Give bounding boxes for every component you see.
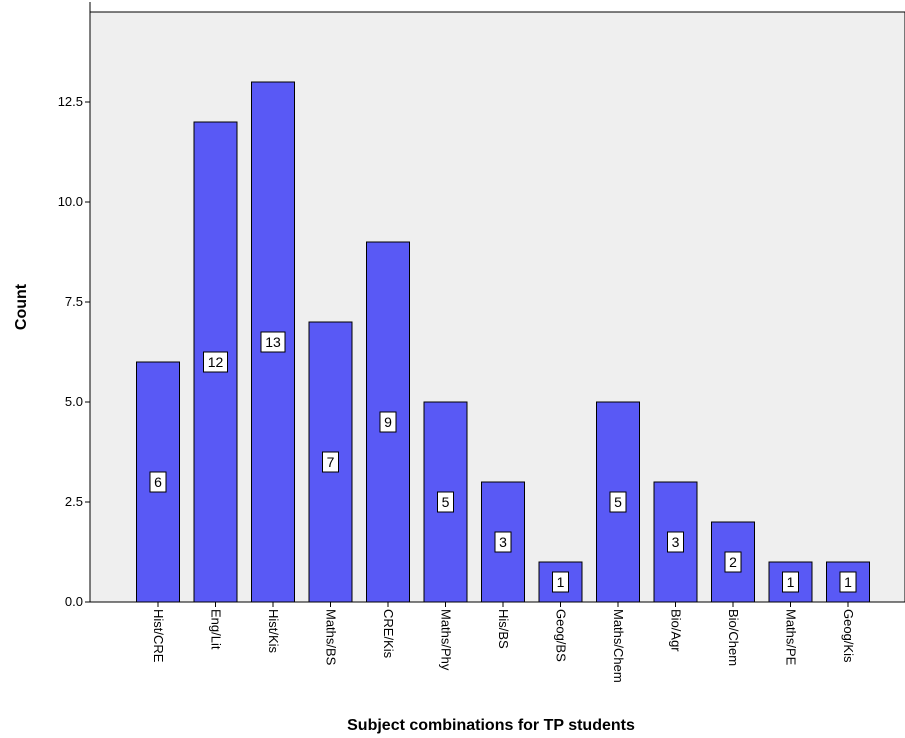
- data-label: 13: [265, 334, 281, 350]
- data-label: 5: [614, 494, 622, 510]
- y-tick-label: 2.5: [65, 494, 83, 509]
- data-label-box: [552, 571, 569, 593]
- y-tick-label: 5.0: [65, 394, 83, 409]
- y-tick-label: 7.5: [65, 294, 83, 309]
- x-tick-label: His/BS: [496, 609, 511, 649]
- x-tick-label: Hist/Kis: [266, 609, 281, 654]
- data-label-box: [782, 571, 799, 593]
- data-label: 1: [844, 574, 852, 590]
- data-label-box: [724, 551, 742, 573]
- bars-layer: 6 12 13 7 9 5 3 1 5 3 2 1 1: [136, 81, 870, 603]
- data-label-box: [260, 331, 286, 353]
- y-tick-label: 12.5: [58, 94, 83, 109]
- x-tick-label: Maths/PE: [784, 609, 799, 666]
- data-label: 1: [557, 574, 565, 590]
- x-tick-label: Hist/CRE: [151, 609, 166, 663]
- data-label-box: [494, 531, 512, 553]
- data-label-box: [839, 571, 857, 593]
- data-label: 7: [327, 454, 335, 470]
- y-axis: 0.0 2.5 5.0 7.5 10.0 12.5: [58, 2, 91, 609]
- x-tick-label: CRE/Kis: [381, 609, 396, 659]
- data-label-box: [609, 491, 627, 513]
- x-tick-label: Bio/Chem: [726, 609, 741, 666]
- x-tick-label: Eng/Lit: [209, 609, 224, 650]
- x-tick-label: Bio/Agr: [669, 609, 684, 652]
- data-label: 1: [787, 574, 795, 590]
- data-label: 12: [208, 354, 224, 370]
- data-label-box: [379, 411, 397, 433]
- x-tick-label: Maths/Phy: [439, 609, 454, 671]
- data-label-box: [149, 471, 167, 493]
- data-label-box: [322, 451, 339, 473]
- x-tick-label: Maths/BS: [324, 609, 339, 666]
- data-label: 9: [384, 414, 392, 430]
- data-label: 6: [154, 474, 162, 490]
- y-tick-label: 10.0: [58, 194, 83, 209]
- x-axis-title: Subject combinations for TP students: [347, 717, 635, 734]
- data-label-box: [203, 351, 228, 373]
- data-label: 3: [499, 534, 507, 550]
- data-label: 2: [729, 554, 737, 570]
- y-axis-title: Count: [13, 283, 30, 330]
- data-label: 5: [442, 494, 450, 510]
- data-label: 3: [672, 534, 680, 550]
- data-label-box: [437, 491, 454, 513]
- x-tick-label: Geog/Kis: [841, 609, 856, 663]
- x-tick-label: Geog/BS: [554, 609, 569, 662]
- bar: [251, 81, 295, 603]
- bar: [768, 561, 813, 603]
- x-axis: Hist/CRE Eng/Lit Hist/Kis Maths/BS CRE/Kis Ma…: [90, 601, 905, 683]
- data-label-box: [667, 531, 684, 553]
- x-tick-label: Maths/Chem: [611, 609, 626, 683]
- y-tick-label: 0.0: [65, 594, 83, 609]
